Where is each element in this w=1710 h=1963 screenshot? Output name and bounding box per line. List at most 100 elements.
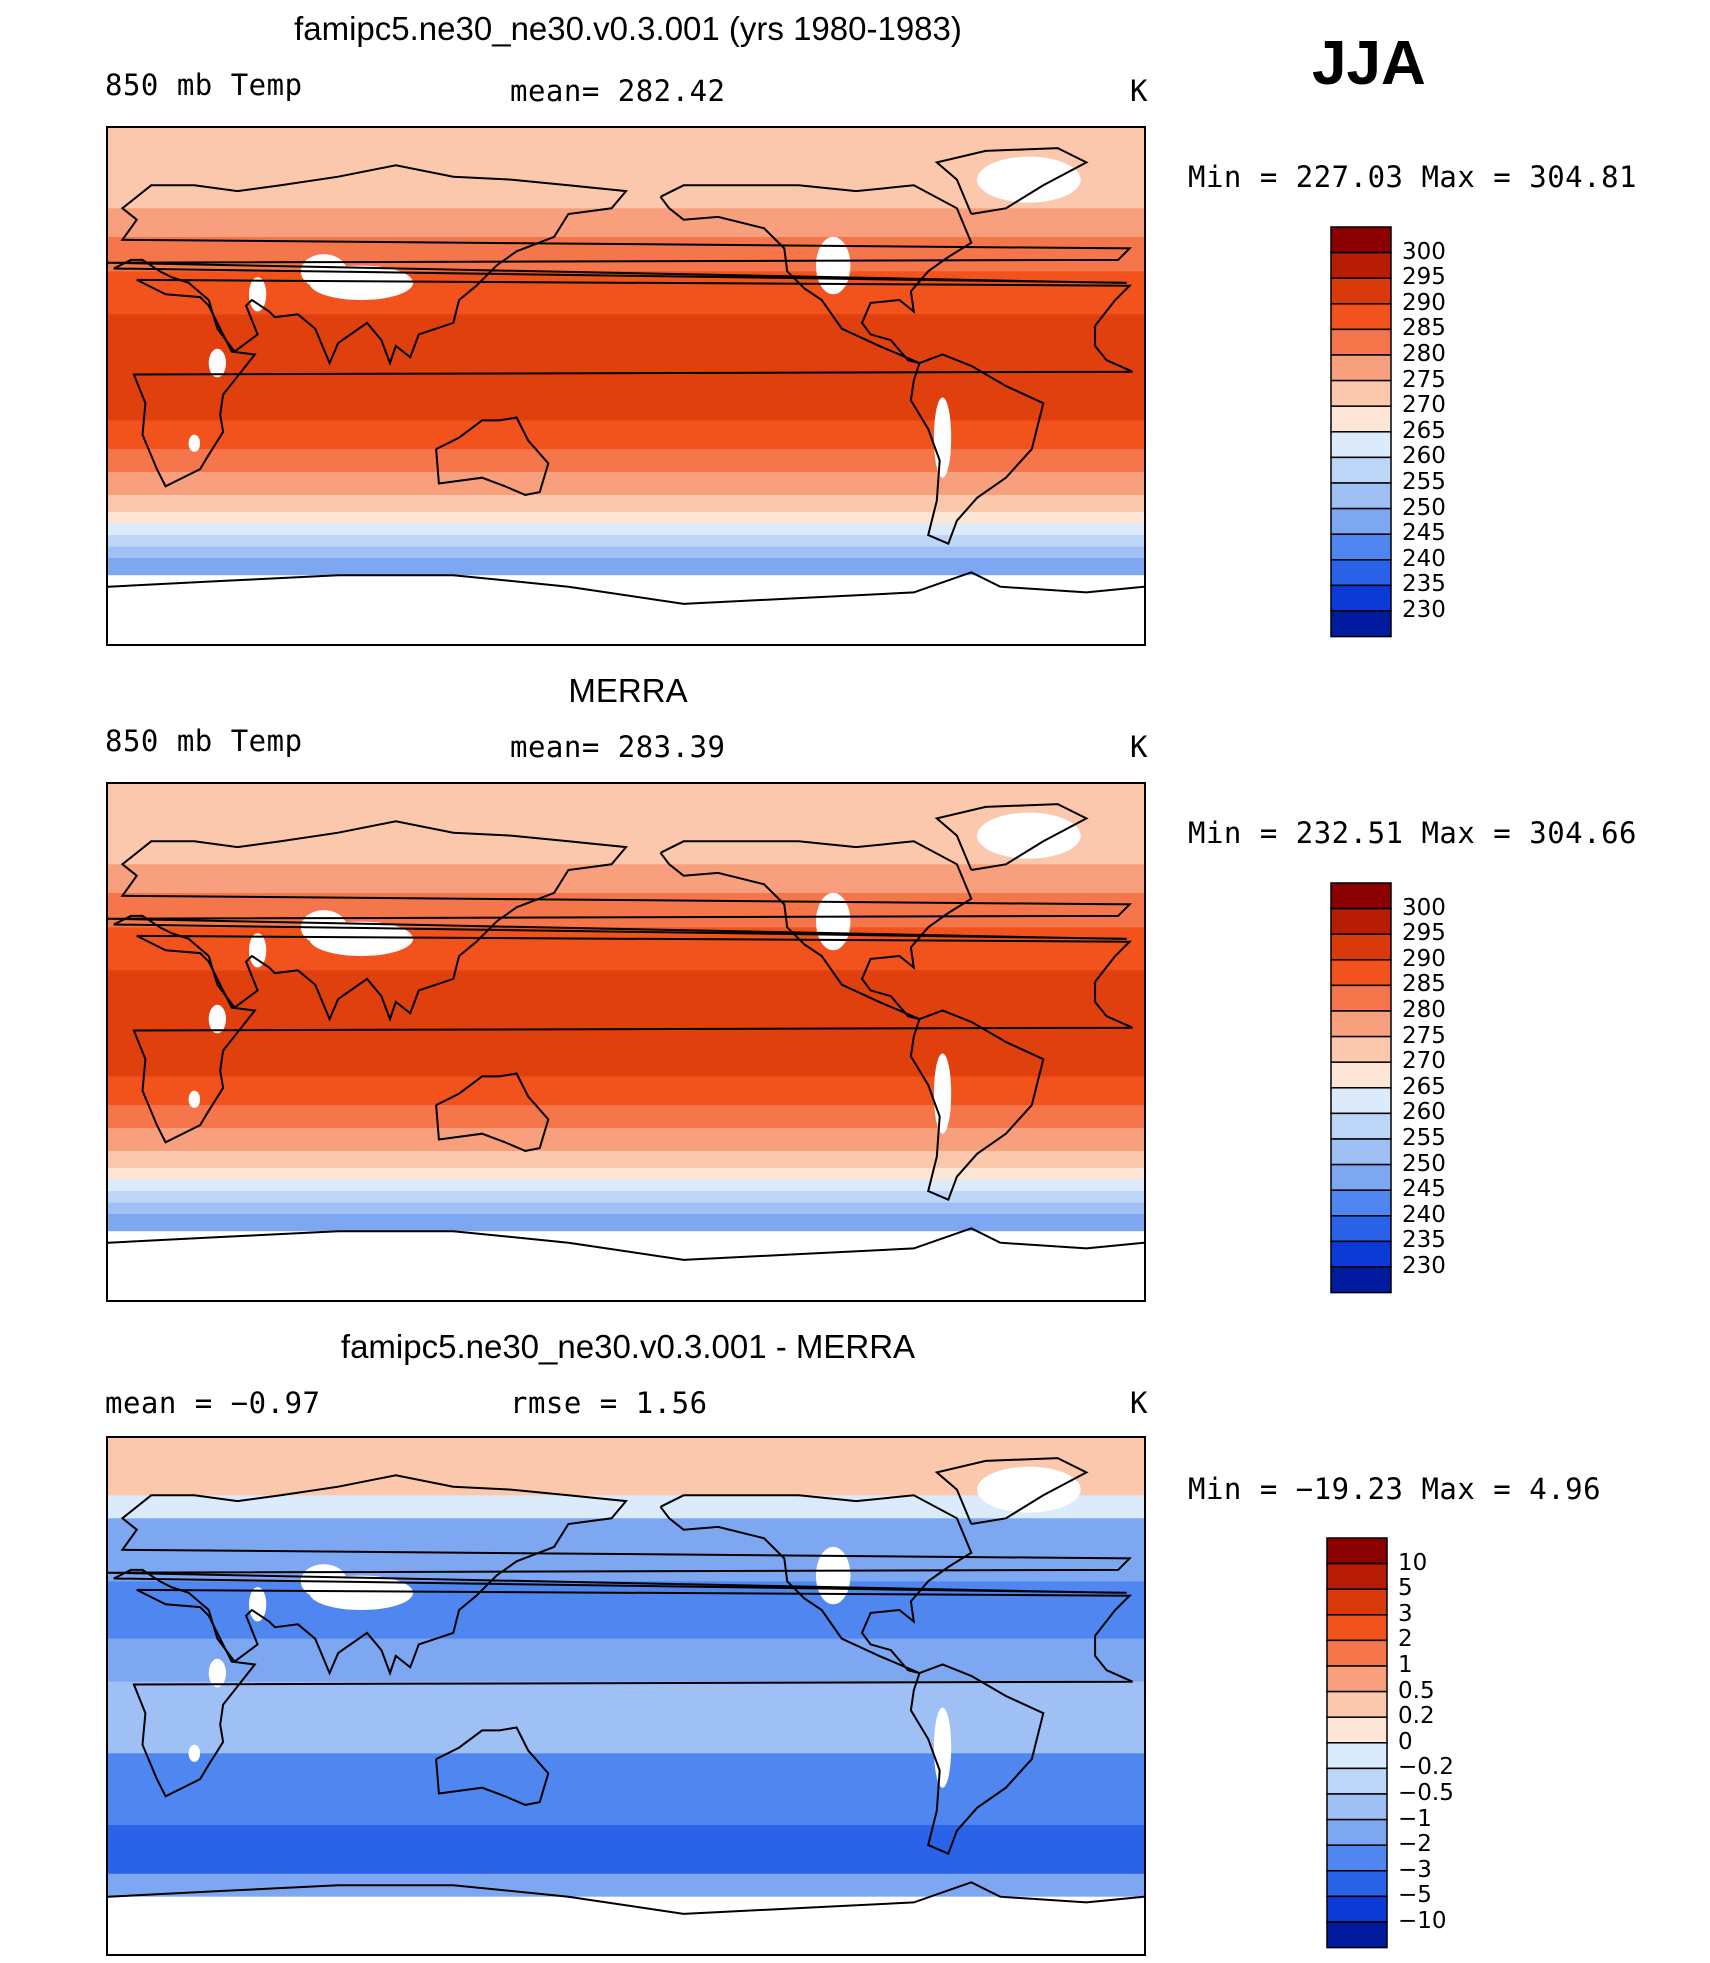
colorbar-level-label: −0.5 bbox=[1398, 1780, 1454, 1806]
high-terrain-mask bbox=[188, 1090, 201, 1108]
colorbar-level-label: 250 bbox=[1402, 494, 1446, 521]
north-america-outline bbox=[659, 1494, 973, 1675]
colorbar-level-label: 0 bbox=[1398, 1728, 1413, 1755]
colorbar-level-label: 245 bbox=[1402, 1176, 1446, 1203]
colorbar-level-label: 260 bbox=[1402, 443, 1446, 470]
colorbar-swatch bbox=[1330, 226, 1392, 254]
panel-3-units-label: K bbox=[1130, 1386, 1148, 1420]
colorbar-swatch bbox=[1330, 559, 1392, 587]
zonal-band bbox=[108, 546, 1144, 559]
colorbar-level-label: 240 bbox=[1402, 545, 1446, 572]
high-terrain-mask bbox=[977, 156, 1081, 203]
panel-3-map-svg bbox=[108, 1438, 1144, 1954]
colorbar-level-label: −1 bbox=[1398, 1805, 1432, 1832]
colorbar-swatch bbox=[1326, 1716, 1388, 1744]
colorbar-swatch bbox=[1326, 1818, 1388, 1846]
colorbar-level-label: 235 bbox=[1402, 571, 1446, 598]
colorbar-swatch bbox=[1330, 431, 1392, 459]
colorbar-swatch bbox=[1330, 482, 1392, 510]
zonal-band bbox=[108, 1438, 1144, 1496]
colorbar-swatch bbox=[1330, 1215, 1392, 1243]
colorbar-swatch bbox=[1330, 1240, 1392, 1268]
zonal-band bbox=[108, 1150, 1144, 1169]
colorbar-swatch bbox=[1326, 1895, 1388, 1923]
high-terrain-mask bbox=[188, 1744, 201, 1762]
africa-outline bbox=[132, 934, 1133, 1144]
panel-2-variable-label: 850 mb Temp bbox=[105, 724, 303, 758]
high-terrain-mask bbox=[933, 1053, 952, 1134]
zonal-band bbox=[108, 1076, 1144, 1106]
colorbar-level-label: 3 bbox=[1398, 1600, 1413, 1627]
zonal-band bbox=[108, 512, 1144, 525]
colorbar-swatch bbox=[1326, 1767, 1388, 1795]
colorbar-level-label: 270 bbox=[1402, 1048, 1446, 1075]
high-terrain-mask bbox=[815, 236, 851, 295]
colorbar-swatch bbox=[1330, 1035, 1392, 1063]
colorbar-swatch bbox=[1330, 507, 1392, 535]
zonal-band bbox=[108, 1825, 1144, 1875]
australia-outline bbox=[435, 1072, 550, 1152]
panel-2-units-label: K bbox=[1130, 730, 1148, 764]
colorbar-swatch bbox=[1330, 933, 1392, 961]
colorbar-level-label: 270 bbox=[1402, 392, 1446, 419]
zonal-band bbox=[108, 558, 1144, 576]
zonal-band bbox=[108, 927, 1144, 971]
south-america-outline bbox=[909, 1009, 1045, 1202]
colorbar-level-label: 265 bbox=[1402, 1073, 1446, 1100]
colorbar-swatch bbox=[1330, 405, 1392, 433]
panel-3-mean-label: mean = −0.97 bbox=[105, 1386, 321, 1420]
colorbar-swatch bbox=[1330, 328, 1392, 356]
high-terrain-mask bbox=[249, 933, 267, 968]
colorbar-level-label: 2 bbox=[1398, 1626, 1413, 1653]
colorbar-swatch bbox=[1330, 882, 1392, 910]
colorbar-swatch bbox=[1330, 1189, 1392, 1217]
zonal-band bbox=[108, 1214, 1144, 1232]
colorbar-swatch bbox=[1330, 1010, 1392, 1038]
zonal-band bbox=[108, 1128, 1144, 1152]
colorbar-swatch bbox=[1326, 1793, 1388, 1821]
zonal-band bbox=[108, 494, 1144, 513]
colorbar-swatch bbox=[1330, 456, 1392, 484]
colorbar-svg bbox=[1330, 226, 1392, 638]
colorbar-level-label: 0.2 bbox=[1398, 1703, 1435, 1730]
panel-1-map bbox=[106, 126, 1146, 646]
high-terrain-mask bbox=[208, 1004, 226, 1034]
colorbar-swatch bbox=[1326, 1870, 1388, 1898]
panel-1-min-max: Min = 227.03 Max = 304.81 bbox=[1188, 160, 1637, 194]
colorbar-level-label: 295 bbox=[1402, 264, 1446, 291]
colorbar-swatch bbox=[1330, 959, 1392, 987]
colorbar-swatch bbox=[1330, 1138, 1392, 1166]
zonal-band bbox=[108, 1231, 1144, 1300]
colorbar-swatch bbox=[1326, 1614, 1388, 1642]
colorbar-swatch bbox=[1326, 1690, 1388, 1718]
colorbar-swatch bbox=[1330, 303, 1392, 331]
colorbar-swatch bbox=[1330, 907, 1392, 935]
high-terrain-mask bbox=[933, 397, 952, 478]
africa-outline bbox=[132, 1588, 1133, 1798]
colorbar-level-label: 5 bbox=[1398, 1575, 1413, 1602]
high-terrain-mask bbox=[815, 892, 851, 951]
antarctica-outline bbox=[108, 1881, 1144, 1915]
zonal-band bbox=[108, 1179, 1144, 1192]
panel-2-map-svg bbox=[108, 784, 1144, 1300]
south-america-outline bbox=[909, 1663, 1045, 1856]
colorbar-swatch bbox=[1326, 1639, 1388, 1667]
high-terrain-mask bbox=[933, 1707, 952, 1788]
zonal-band bbox=[108, 128, 1144, 209]
panel-1-units-label: K bbox=[1130, 74, 1148, 108]
antarctica-outline bbox=[108, 1227, 1144, 1261]
colorbar-swatch bbox=[1330, 1087, 1392, 1115]
colorbar-level-label: 285 bbox=[1402, 971, 1446, 998]
panel-1-variable-label: 850 mb Temp bbox=[105, 68, 303, 102]
colorbar-swatch bbox=[1330, 584, 1392, 612]
colorbar-swatch bbox=[1330, 1163, 1392, 1191]
panel-2-mean-label: mean= 283.39 bbox=[510, 730, 726, 764]
panel-1-mean-label: mean= 282.42 bbox=[510, 74, 726, 108]
high-terrain-mask bbox=[815, 1546, 851, 1605]
colorbar-swatch bbox=[1330, 610, 1392, 638]
season-label: JJA bbox=[1312, 29, 1426, 98]
colorbar-level-label: 1 bbox=[1398, 1652, 1413, 1678]
high-terrain-mask bbox=[977, 1466, 1081, 1513]
colorbar-level-label: 230 bbox=[1402, 1253, 1446, 1279]
zonal-band bbox=[108, 575, 1144, 644]
